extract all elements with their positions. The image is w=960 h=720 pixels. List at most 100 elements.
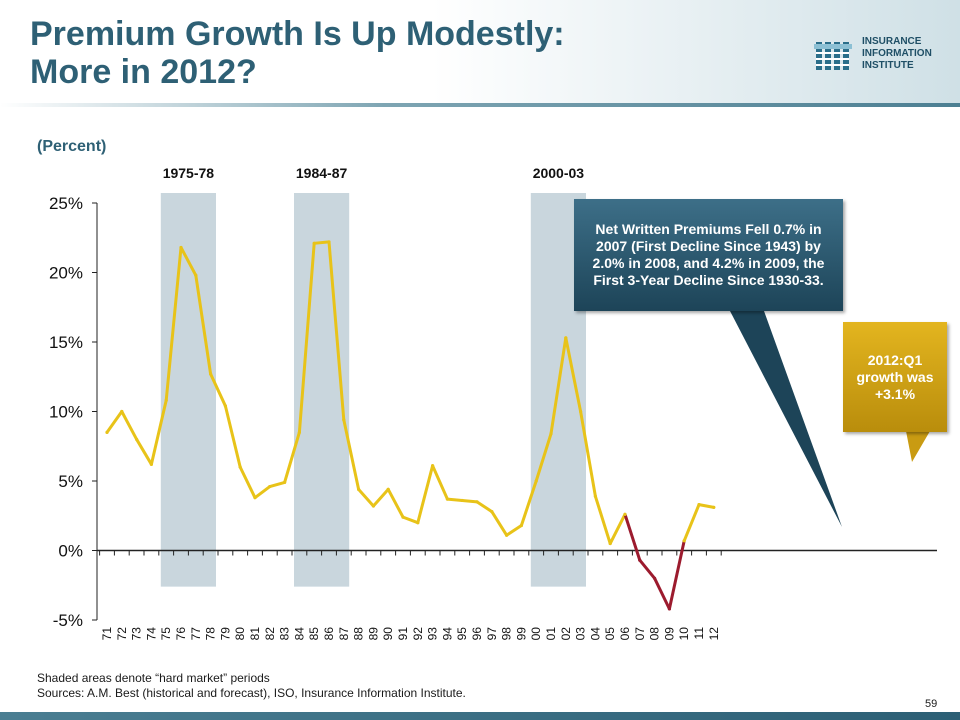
data-point-96 — [475, 500, 479, 504]
x-tick-label: 73 — [130, 627, 144, 641]
data-point-97 — [490, 509, 494, 514]
series-segment — [209, 372, 227, 408]
period-label-2000-03: 2000-03 — [533, 165, 585, 181]
data-point-10 — [682, 539, 686, 543]
data-point-72 — [120, 409, 124, 414]
x-tick-label: 09 — [662, 627, 676, 641]
series-segment — [623, 512, 642, 562]
x-tick-label: 79 — [218, 627, 232, 641]
x-tick-label: 83 — [278, 627, 292, 641]
premium-decline-callout: Net Written Premiums Fell 0.7% in 2007 (… — [574, 199, 843, 311]
series-segment — [505, 523, 523, 537]
x-tick-label: 02 — [559, 627, 573, 641]
x-tick-label: 11 — [692, 627, 706, 640]
series-segment — [460, 498, 479, 504]
series-segment — [149, 398, 168, 466]
footer-bar — [0, 712, 960, 720]
x-tick-label: 86 — [322, 627, 336, 641]
y-tick-label: 20% — [49, 264, 83, 283]
gold-callout-pointer — [906, 431, 930, 462]
series-segment — [534, 432, 553, 483]
data-point-74 — [149, 462, 153, 466]
data-point-02 — [564, 336, 568, 340]
data-point-85 — [312, 241, 316, 245]
page-number: 59 — [925, 698, 938, 710]
x-tick-label: 77 — [189, 627, 203, 641]
y-tick-label: 5% — [58, 472, 83, 491]
data-point-08 — [653, 576, 657, 580]
x-tick-label: 93 — [426, 627, 440, 641]
data-point-09 — [667, 607, 672, 611]
data-point-95 — [460, 498, 464, 503]
data-point-07 — [638, 558, 642, 562]
data-point-01 — [549, 432, 553, 436]
data-point-99 — [519, 523, 524, 528]
series-segment — [312, 240, 331, 245]
shading-footnote: Shaded areas denote “hard market” period… — [37, 671, 270, 685]
series-segment — [579, 410, 597, 498]
data-point-79 — [223, 404, 227, 408]
x-tick-label: 04 — [588, 627, 602, 641]
x-tick-label: 00 — [529, 627, 543, 641]
series-segment — [416, 464, 435, 525]
data-point-93 — [431, 464, 435, 468]
series-segment — [164, 245, 183, 402]
series-segment — [105, 410, 124, 434]
page-title-line-2: More in 2012? — [30, 53, 257, 91]
x-tick-label: 91 — [396, 627, 410, 641]
x-tick-label: 06 — [618, 627, 632, 641]
data-point-98 — [505, 533, 509, 537]
series-segment — [135, 437, 153, 466]
series-segment — [194, 273, 213, 376]
x-tick-label: 10 — [677, 627, 691, 641]
x-tick-label: 08 — [648, 627, 662, 641]
x-tick-label: 84 — [292, 627, 306, 641]
x-tick-label: 76 — [174, 627, 188, 641]
data-point-71 — [105, 430, 109, 434]
title-divider — [0, 103, 960, 107]
series-segment — [431, 464, 449, 501]
series-segment — [667, 539, 686, 611]
x-tick-label: 05 — [603, 627, 617, 641]
x-tick-label: 90 — [381, 627, 395, 641]
series-segment — [253, 485, 272, 500]
data-point-03 — [579, 409, 583, 414]
x-tick-label: 85 — [307, 627, 321, 641]
series-segment — [179, 245, 198, 277]
x-tick-label: 98 — [500, 627, 514, 641]
series-segment — [445, 497, 464, 502]
sources-note: Sources: A.M. Best (historical and forec… — [37, 686, 466, 700]
series-segment — [223, 404, 242, 469]
data-point-91 — [401, 515, 405, 519]
x-tick-label: 99 — [514, 627, 528, 641]
series-segment — [283, 430, 301, 484]
series-segment — [327, 240, 346, 422]
y-tick-label: -5% — [53, 611, 83, 630]
series-segment — [653, 576, 671, 611]
x-tick-label: 71 — [100, 627, 114, 641]
series-segment — [697, 503, 716, 509]
x-tick-label: 87 — [337, 627, 351, 641]
y-axis-title: (Percent) — [37, 138, 106, 155]
data-point-06 — [623, 512, 627, 516]
series-segment — [682, 503, 701, 543]
y-tick-label: 25% — [49, 194, 83, 213]
data-point-87 — [342, 418, 346, 422]
x-tick-label: 12 — [707, 627, 721, 641]
data-point-92 — [416, 521, 420, 525]
x-tick-label: 75 — [159, 627, 173, 641]
series-segment — [386, 487, 405, 519]
series-segment — [475, 500, 494, 514]
y-tick-label: 10% — [49, 403, 83, 422]
data-point-75 — [164, 398, 168, 402]
data-point-77 — [194, 273, 198, 277]
page-title-line-1: Premium Growth Is Up Modestly: — [30, 15, 565, 53]
series-segment — [357, 487, 375, 508]
q1-growth-callout: 2012:Q1 growth was +3.1% — [843, 322, 947, 432]
data-point-86 — [327, 240, 331, 244]
x-tick-label: 94 — [440, 627, 454, 641]
data-point-12 — [712, 505, 716, 510]
data-point-89 — [371, 504, 375, 508]
data-point-80 — [238, 465, 242, 469]
